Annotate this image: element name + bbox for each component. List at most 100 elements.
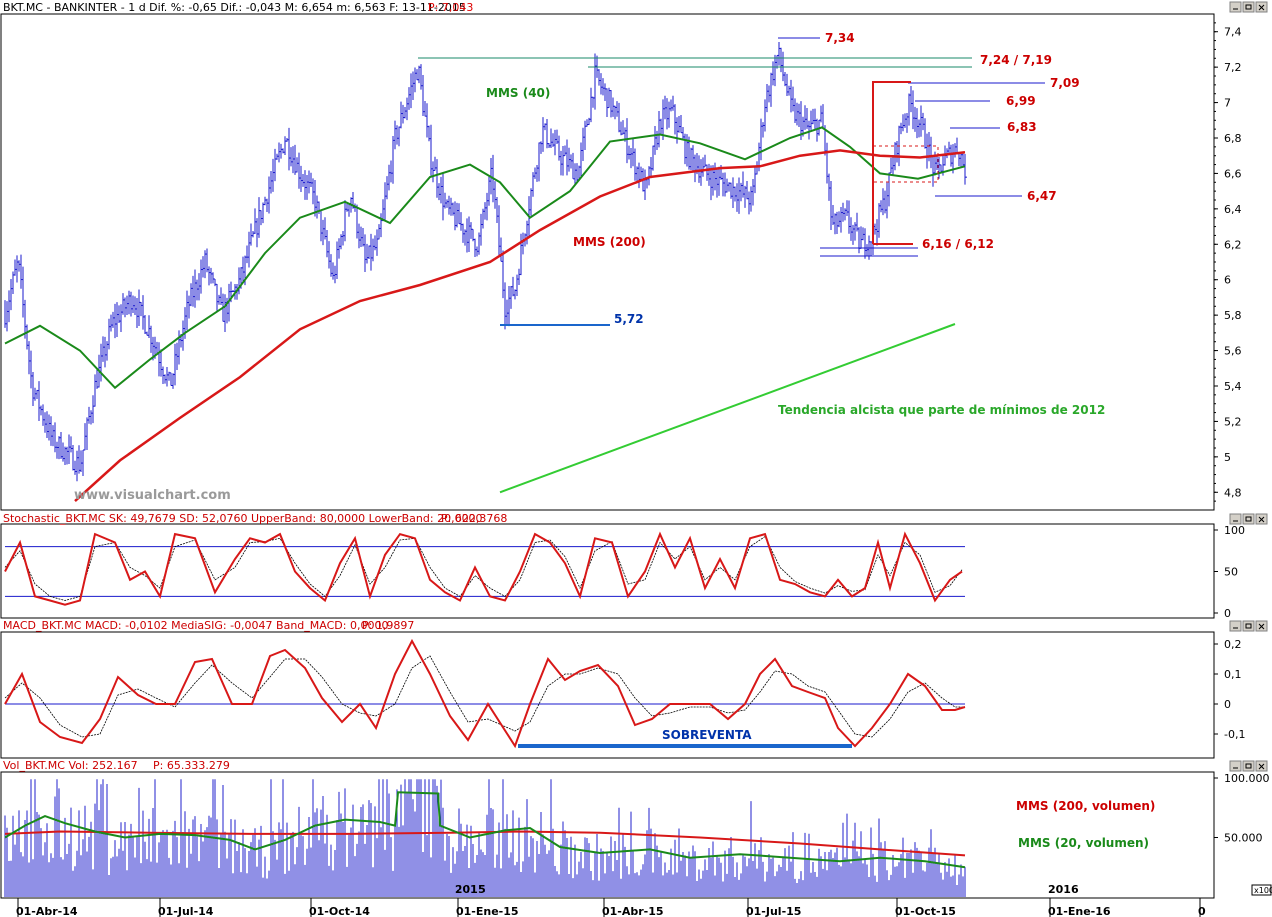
macd-pane-window-buttons[interactable] — [1229, 620, 1268, 632]
y-tick-label: 7,2 — [1224, 61, 1242, 74]
volume-title: Vol_BKT.MC Vol: 252.167 — [3, 759, 138, 772]
stochastic-pane-frame — [0, 523, 1215, 619]
volume-unit-box — [1251, 884, 1272, 896]
x-year-label: 2016 — [1048, 883, 1079, 896]
y-tick-label: 5,4 — [1224, 380, 1242, 393]
y-tick-label: 100.000 — [1224, 772, 1270, 785]
volume-mms20-label: MMS (20, volumen) — [1018, 836, 1149, 850]
level-label-699: 6,99 — [1006, 94, 1036, 108]
minimize-button[interactable] — [1229, 620, 1242, 632]
minimize-button[interactable] — [1229, 760, 1242, 772]
close-icon — [1258, 763, 1265, 770]
x-tick-label: 01-Jul-14 — [158, 905, 214, 917]
x-tick-label: 01-Abr-14 — [16, 905, 78, 917]
macd-pane-frame — [0, 631, 1215, 759]
maximize-icon — [1245, 4, 1252, 10]
maximize-button[interactable] — [1242, 513, 1255, 525]
macd-y-axis: 0,2 0,1 0 -0,1 — [1214, 638, 1245, 741]
maximize-button[interactable] — [1242, 1, 1255, 13]
volume-pane-window-buttons[interactable] — [1229, 760, 1268, 772]
stochastic-lines — [4, 531, 965, 606]
volume-mms200-line — [4, 830, 966, 857]
level-label-647: 6,47 — [1027, 189, 1057, 203]
volume-mms20-line — [4, 791, 966, 869]
macd-signal-line — [4, 655, 965, 738]
y-tick-label: 0 — [1224, 698, 1231, 711]
maximize-button[interactable] — [1242, 760, 1255, 772]
support-resistance-lines — [418, 37, 1045, 326]
x-tick-label: 0 — [1198, 905, 1206, 917]
maximize-icon — [1245, 516, 1252, 522]
volume-p: P: 65.333.279 — [153, 759, 230, 772]
volume-pane-frame — [0, 771, 1215, 899]
close-icon — [1258, 516, 1265, 523]
y-tick-label: 7 — [1224, 97, 1231, 110]
y-tick-label: 6,8 — [1224, 132, 1242, 145]
stochastic-y-axis: 100 50 0 — [1214, 524, 1245, 620]
y-tick-label: 4,8 — [1224, 486, 1242, 499]
watermark: www.visualchart.com — [74, 488, 231, 503]
level-label-734: 7,34 — [825, 31, 855, 45]
chart-header-price: P: 7,043 — [428, 1, 473, 14]
range-box-dashed — [872, 145, 939, 183]
y-tick-label: 50.000 — [1224, 832, 1263, 845]
mms200-line — [74, 149, 966, 503]
x-tick-label: 01-Ene-15 — [456, 905, 519, 917]
price-indicator-lines — [4, 126, 966, 503]
level-label-572: 5,72 — [614, 312, 644, 326]
level-label-683: 6,83 — [1007, 120, 1037, 134]
minimize-button[interactable] — [1229, 1, 1242, 13]
maximize-icon — [1245, 623, 1252, 629]
x-year-label: 2015 — [455, 883, 486, 896]
y-tick-label: 0,2 — [1224, 638, 1242, 651]
mms200-label: MMS (200) — [573, 235, 646, 249]
mms40-label: MMS (40) — [486, 86, 550, 100]
x-tick-label: 01-Jul-15 — [746, 905, 801, 917]
range-box-top — [872, 81, 911, 244]
close-icon — [1258, 4, 1265, 11]
trend-line — [499, 323, 956, 494]
macd-title: MACD_BKT.MC MACD: -0,0102 MediaSIG: -0,0… — [3, 619, 388, 632]
y-tick-label: 6,6 — [1224, 167, 1242, 180]
stochastic-sk-line — [4, 531, 963, 606]
x-axis: 01-Abr-14 01-Jul-14 01-Oct-14 01-Ene-15 01-A… — [16, 883, 1206, 917]
y-tick-label: 6,4 — [1224, 203, 1242, 216]
x-tick-label: 01-Abr-15 — [602, 905, 664, 917]
stochastic-p: P: 622,3768 — [441, 512, 507, 525]
close-icon — [1258, 623, 1265, 630]
y-tick-label: 5,6 — [1224, 345, 1242, 358]
mms40-line — [4, 126, 966, 390]
y-tick-label: 0 — [1224, 607, 1231, 620]
stochastic-sd-line — [4, 536, 963, 601]
stochastic-title: Stochastic_BKT.MC SK: 49,7679 SD: 52,076… — [3, 512, 483, 525]
volume-mms200-label: MMS (200, volumen) — [1016, 799, 1155, 813]
y-tick-label: 6 — [1224, 274, 1231, 287]
price-y-axis: 7,4 7,2 7 6,8 6,6 6,4 6,2 6 5,8 5,6 5,4 5,2 5 4,8 — [1214, 22, 1242, 502]
minimize-button[interactable] — [1229, 513, 1242, 525]
y-tick-label: 5,8 — [1224, 309, 1242, 322]
price-pane-window-buttons[interactable] — [1229, 1, 1268, 13]
y-tick-label: 100 — [1224, 524, 1245, 537]
macd-p: P: 1,9897 — [362, 619, 414, 632]
y-tick-label: 50 — [1224, 566, 1238, 579]
maximize-button[interactable] — [1242, 620, 1255, 632]
y-tick-label: -0,1 — [1224, 728, 1245, 741]
y-tick-label: 7,4 — [1224, 26, 1242, 39]
trend-label: Tendencia alcista que parte de mínimos d… — [778, 403, 1105, 417]
macd-line — [4, 638, 966, 749]
maximize-icon — [1245, 763, 1252, 769]
stochastic-pane-window-buttons[interactable] — [1229, 513, 1268, 525]
x-tick-label: 01-Ene-16 — [1048, 905, 1111, 917]
x-tick-label: 01-Oct-14 — [309, 905, 370, 917]
volume-y-axis: 100.000 50.000 — [1214, 772, 1270, 845]
x-tick-label: 01-Oct-15 — [895, 905, 956, 917]
y-tick-label: 5,2 — [1224, 415, 1242, 428]
volume-bars — [4, 779, 966, 897]
level-label-616-612: 6,16 / 6,12 — [922, 237, 994, 251]
level-label-709: 7,09 — [1050, 76, 1080, 90]
level-label-724-719: 7,24 / 7,19 — [980, 53, 1052, 67]
sobreventa-label: SOBREVENTA — [662, 728, 752, 742]
price-bars — [4, 42, 967, 482]
chart-header-title: BKT.MC - BANKINTER - 1 d Dif. %: -0,65 D… — [3, 1, 466, 14]
